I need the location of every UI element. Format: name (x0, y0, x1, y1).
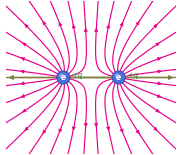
Text: e: e (116, 73, 121, 82)
Text: +q: +q (71, 71, 83, 79)
Circle shape (60, 74, 63, 78)
Circle shape (112, 71, 125, 84)
Circle shape (115, 74, 119, 78)
Circle shape (57, 71, 70, 84)
Text: e: e (61, 73, 66, 82)
Text: +q: +q (127, 71, 138, 79)
